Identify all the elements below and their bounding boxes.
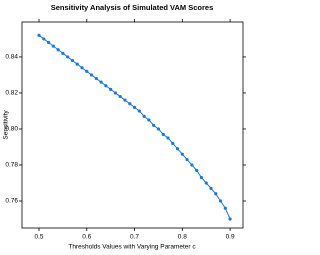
- data-point: [195, 168, 199, 172]
- data-point: [37, 33, 41, 37]
- data-point: [190, 163, 194, 167]
- plot-frame: [21, 21, 244, 229]
- chart: Sensitivity Analysis of Simulated VAM Sc…: [3, 3, 246, 251]
- y-axis-label: Sensitivity: [3, 110, 10, 140]
- data-point: [85, 69, 89, 73]
- data-point: [123, 98, 127, 102]
- data-point: [51, 44, 55, 48]
- data-point: [204, 181, 208, 185]
- y-tick-label: 0.84: [5, 54, 18, 61]
- x-tick-label: 0.9: [226, 234, 235, 241]
- data-point: [89, 73, 94, 77]
- y-tick-label: 0.78: [5, 162, 18, 169]
- series-line: [38, 34, 231, 220]
- data-point: [118, 94, 122, 99]
- data-point: [209, 186, 213, 190]
- y-tick-label: 0.76: [5, 198, 18, 205]
- x-tick-label: 0.8: [178, 234, 187, 241]
- data-point: [75, 62, 79, 66]
- data-point: [109, 87, 113, 91]
- data-point: [137, 109, 141, 113]
- data-point: [228, 217, 232, 221]
- data-point: [104, 84, 108, 88]
- data-point: [166, 136, 170, 140]
- data-point: [61, 51, 65, 55]
- x-tick-label: 0.7: [130, 234, 139, 241]
- data-point: [56, 48, 60, 52]
- data-point: [70, 58, 75, 63]
- x-tick-label: 0.6: [82, 234, 91, 241]
- data-point: [113, 91, 118, 95]
- data-point: [156, 127, 161, 131]
- data-point: [171, 141, 175, 145]
- data-point: [42, 37, 46, 41]
- data-point: [80, 66, 84, 70]
- data-point: [94, 76, 98, 81]
- data-point: [128, 102, 132, 106]
- data-point: [46, 40, 51, 45]
- data-point: [99, 80, 103, 84]
- data-point: [152, 123, 156, 127]
- x-axis-label: Thresholds Values with Varying Parameter…: [68, 244, 196, 251]
- data-point: [180, 152, 184, 156]
- chart-title: Sensitivity Analysis of Simulated VAM Sc…: [51, 3, 214, 12]
- data-point: [223, 206, 227, 210]
- data-point: [185, 157, 189, 162]
- data-point: [161, 132, 165, 136]
- data-point: [175, 147, 180, 151]
- data-point: [218, 199, 223, 203]
- y-tick-label: 0.80: [5, 126, 18, 133]
- y-tick-label: 0.82: [5, 90, 18, 97]
- data-point: [132, 105, 137, 109]
- data-point: [147, 118, 151, 122]
- data-point: [199, 175, 204, 180]
- data-point: [66, 55, 70, 59]
- data-point: [214, 192, 218, 196]
- x-tick-label: 0.5: [34, 234, 43, 241]
- data-point: [142, 114, 146, 118]
